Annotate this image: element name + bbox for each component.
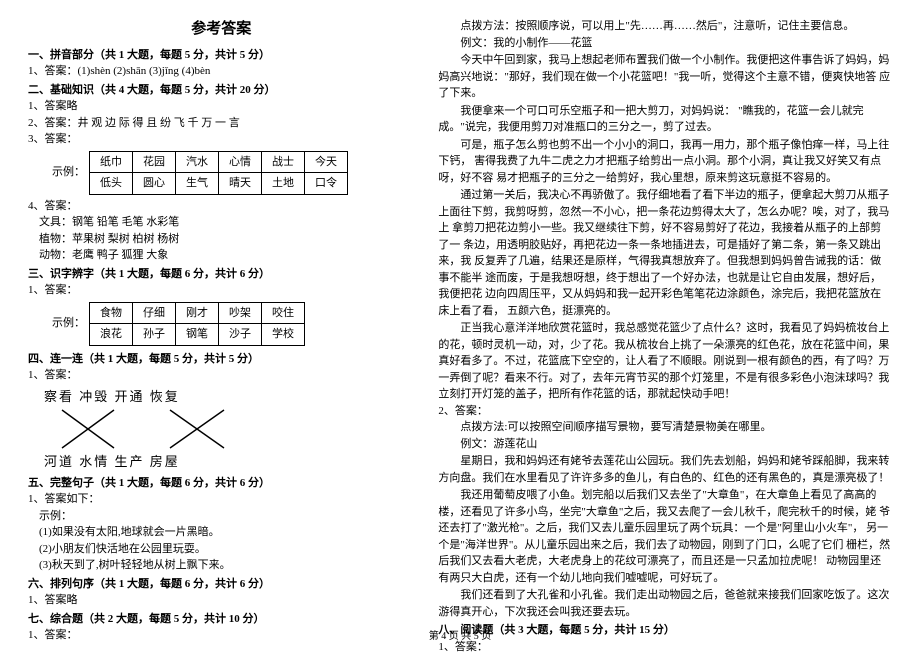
matching-diagram: 察看 冲毁 开通 恢复 河道 水情 生产 房屋	[44, 387, 414, 472]
table-row: 低头 圆心 生气 晴天 土地 口令	[90, 173, 348, 195]
para-r1: 点拨方法：按照顺序说，可以用上"先……再……然后"，注意听，记住主要信息。	[438, 18, 892, 35]
para-r9: 例文：游莲花山	[438, 436, 892, 453]
right-column: 点拨方法：按照顺序说，可以用上"先……再……然后"，注意听，记住主要信息。 例文…	[438, 18, 892, 602]
sec3-head: 三、识字辨字（共 1 大题，每题 6 分，共计 6 分）	[28, 266, 414, 283]
sec3-1: 1、答案：	[28, 282, 414, 299]
example-label: 示例：	[52, 315, 85, 332]
sec5-b: (2)小朋友们快活地在公园里玩耍。	[28, 541, 414, 558]
sec7-head: 七、综合题（共 2 大题，每题 5 分，共计 10 分）	[28, 611, 414, 628]
table-1: 纸巾 花园 汽水 心情 战士 今天 低头 圆心 生气 晴天 土地 口令	[89, 151, 348, 195]
example-table-1: 示例： 纸巾 花园 汽水 心情 战士 今天 低头 圆心 生气 晴天 土地 口令	[28, 148, 414, 198]
match-lines-svg	[44, 406, 274, 452]
sec2-4c: 动物：老鹰 鸭子 狐狸 大象	[28, 247, 414, 264]
sec6-1: 1、答案略	[28, 592, 414, 609]
para-r4: 我便拿来一个可口可乐空瓶子和一把大剪刀，对妈妈说： "瞧我的，花篮一会儿就完成。…	[438, 103, 892, 136]
sec5-ex: 示例：	[28, 508, 414, 525]
sec4-1: 1、答案：	[28, 367, 414, 384]
match-top: 察看 冲毁 开通 恢复	[44, 387, 414, 407]
sec5-head: 五、完整句子（共 1 大题，每题 6 分，共计 6 分）	[28, 475, 414, 492]
para-r2: 例文：我的小制作——花篮	[438, 35, 892, 52]
doc-title: 参考答案	[28, 18, 414, 41]
para-r12: 我们还看到了大孔雀和小孔雀。我们走出动物园之后，爸爸就来接我们回家吃饭了。这次 …	[438, 587, 892, 620]
sec2-3: 3、答案：	[28, 131, 414, 148]
sec2-1: 1、答案略	[28, 98, 414, 115]
sec1-head: 一、拼音部分（共 1 大题，每题 5 分，共计 5 分）	[28, 47, 414, 64]
q2: 2、答案：	[438, 403, 892, 420]
sec2-head: 二、基础知识（共 4 大题，每题 5 分，共计 20 分）	[28, 82, 414, 99]
sec2-2: 2、答案：井 观 边 际 得 且 纷 飞 千 万 一 言	[28, 115, 414, 132]
example-label: 示例：	[52, 164, 85, 181]
para-r3: 今天中午回到家，我马上想起老师布置我们做一个小制作。我便把这件事告诉了妈妈，妈 …	[438, 52, 892, 102]
sec5-a: (1)如果没有太阳,地球就会一片黑暗。	[28, 524, 414, 541]
sec4-head: 四、连一连（共 1 大题，每题 5 分，共计 5 分）	[28, 351, 414, 368]
para-r10: 星期日，我和妈妈还有姥爷去莲花山公园玩。我们先去划船，妈妈和姥爷踩船脚，我来转 …	[438, 453, 892, 486]
para-r8: 点拨方法:可以按照空间顺序描写景物，要写清楚景物美在哪里。	[438, 419, 892, 436]
para-r6: 通过第一关后，我决心不再骄傲了。我仔细地看了看下半边的瓶子，便拿起大剪刀从瓶子 …	[438, 187, 892, 319]
sec5-1: 1、答案如下：	[28, 491, 414, 508]
left-column: 参考答案 一、拼音部分（共 1 大题，每题 5 分，共计 5 分） 1、答案：(…	[28, 18, 414, 602]
example-table-2: 示例： 食物 仔细 刚才 吵架 咬住 浪花 孙子 钢笔 沙子 学校	[28, 299, 414, 349]
sec2-4a: 文具：钢笔 铅笔 毛笔 水彩笔	[28, 214, 414, 231]
page-footer: 第 4 页 共 5 页	[0, 629, 920, 644]
para-r5: 可是，瓶子怎么剪也剪不出一个小小的洞口，我再一用力，那个瓶子像怕痒一样，马上往下…	[438, 137, 892, 187]
table-row: 纸巾 花园 汽水 心情 战士 今天	[90, 151, 348, 173]
sec2-4b: 植物：苹果树 梨树 柏树 杨树	[28, 231, 414, 248]
sec1-answer: 1、答案：(1)shèn (2)shān (3)jǐng (4)bèn	[28, 63, 414, 80]
table-row: 浪花 孙子 钢笔 沙子 学校	[90, 324, 305, 346]
table-2: 食物 仔细 刚才 吵架 咬住 浪花 孙子 钢笔 沙子 学校	[89, 302, 305, 346]
para-r11: 我还用葡萄皮喂了小鱼。划完船以后我们又去坐了"大章鱼"，在大章鱼上看见了高高的 …	[438, 487, 892, 586]
match-bot: 河道 水情 生产 房屋	[44, 452, 414, 472]
table-row: 食物 仔细 刚才 吵架 咬住	[90, 302, 305, 324]
page: 参考答案 一、拼音部分（共 1 大题，每题 5 分，共计 5 分） 1、答案：(…	[0, 0, 920, 610]
sec2-4: 4、答案：	[28, 198, 414, 215]
para-r7: 正当我心意洋洋地欣赏花篮时，我总感觉花篮少了点什么？这时，我看见了妈妈梳妆台上 …	[438, 320, 892, 403]
sec6-head: 六、排列句序（共 1 大题，每题 6 分，共计 6 分）	[28, 576, 414, 593]
sec5-c: (3)秋天到了,树叶轻轻地从树上飘下来。	[28, 557, 414, 574]
